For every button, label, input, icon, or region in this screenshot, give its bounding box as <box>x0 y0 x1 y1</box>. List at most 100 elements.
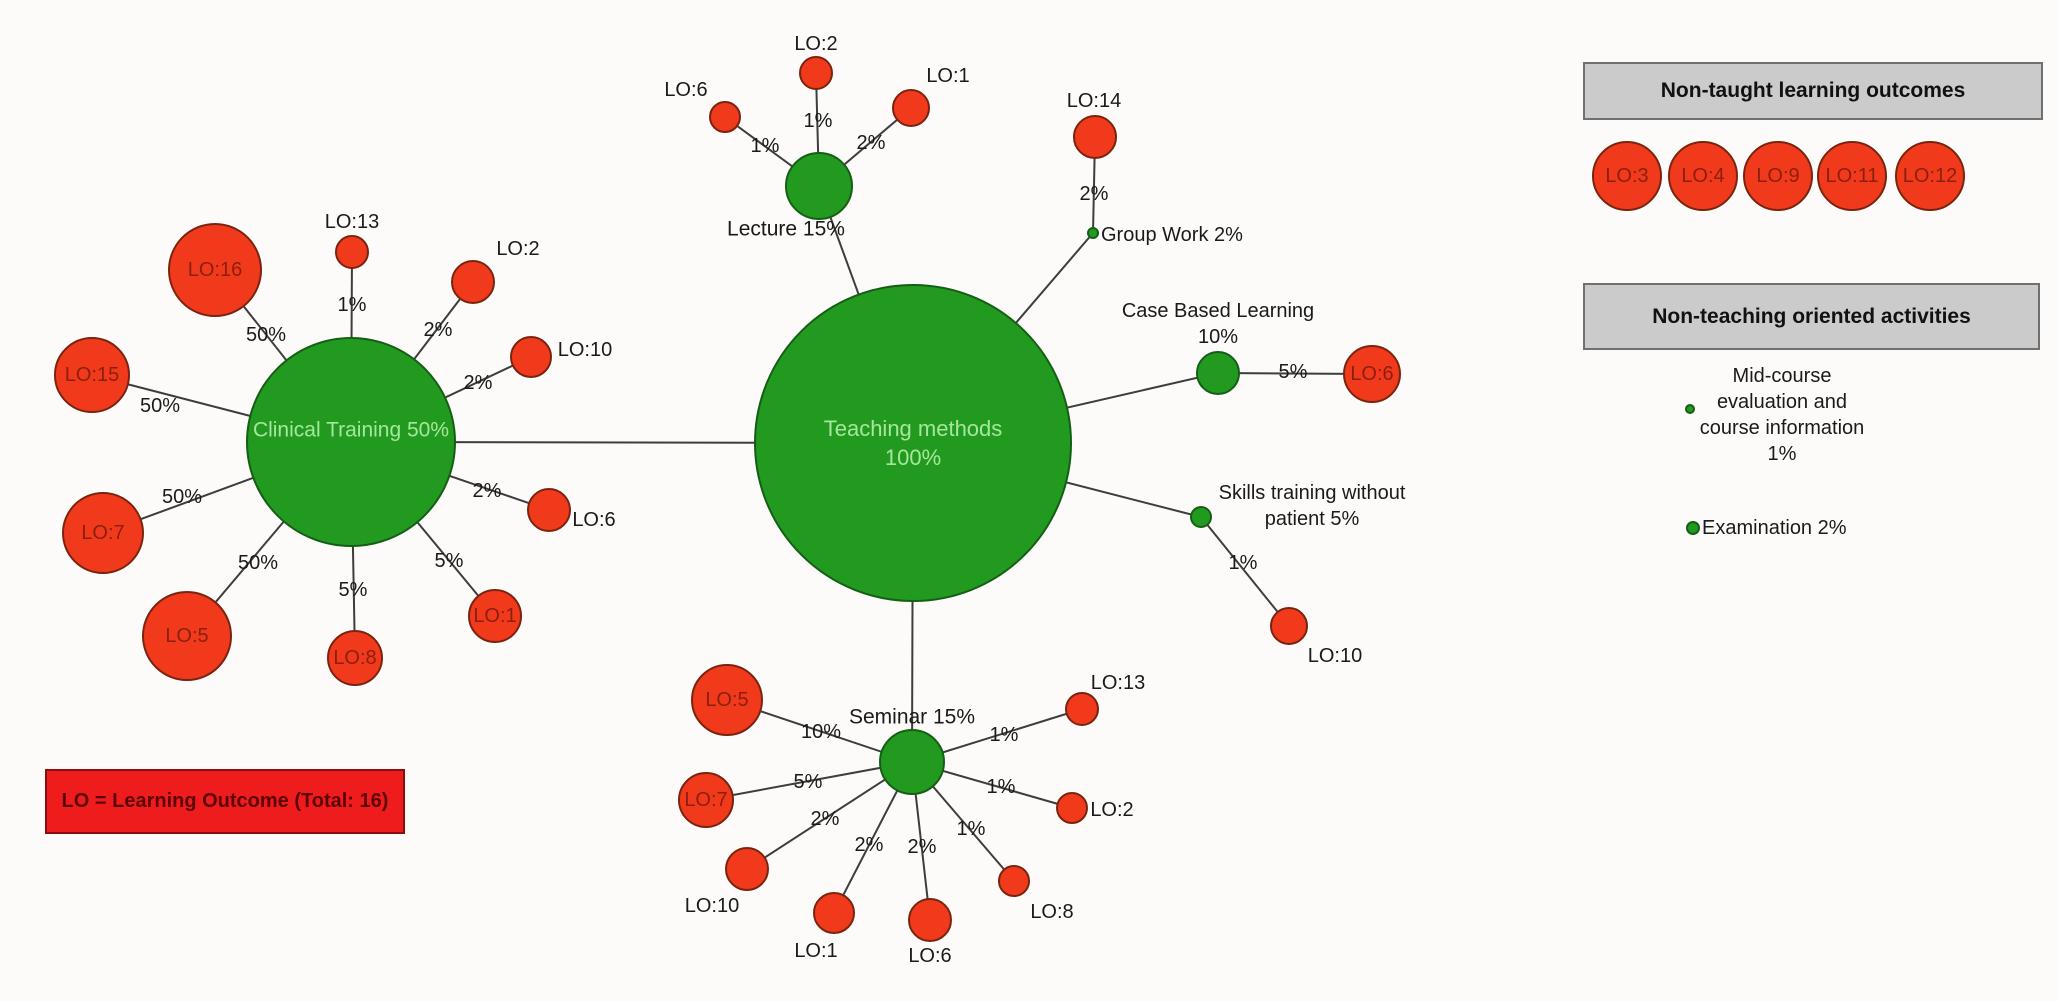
edge-label-clinical-training-lo7-c: 50% <box>162 486 202 508</box>
legend-non-teaching-header: Non-teaching oriented activities <box>1583 283 2040 350</box>
lo12-legend-node <box>1895 141 1965 211</box>
lo2-s-label: LO:2 <box>1090 799 1133 821</box>
lo10-s-label: LO:10 <box>1308 645 1362 667</box>
skills-training-node <box>1190 506 1212 528</box>
midcourse-dot-node <box>1685 404 1695 414</box>
skills-training-label-line-1: patient 5% <box>1265 508 1360 530</box>
lo7-c-node <box>62 492 144 574</box>
edge-label-seminar-lo6-s: 2% <box>908 836 937 858</box>
lo5-c-label-line-0: LO:5 <box>165 625 208 647</box>
teaching-methods-node <box>754 284 1072 602</box>
lo6-l-node <box>709 101 741 133</box>
edge-label-seminar-lo5-s: 10% <box>801 721 841 743</box>
lo13-s-label: LO:13 <box>1091 672 1145 694</box>
lecture-label: Lecture 15% <box>727 218 845 241</box>
midcourse-dot-label-line-1: evaluation and <box>1717 391 1847 413</box>
legend-non-teaching-title: Non-teaching oriented activities <box>1652 304 1971 328</box>
lo5-s-node <box>691 664 763 736</box>
lo11-legend-label: LO:11 <box>1826 165 1879 187</box>
lo6-c-label-line-0: LO:6 <box>572 509 615 531</box>
group-work-label-line-0: Group Work 2% <box>1101 224 1243 246</box>
teaching-methods-label: Teaching methods 100% <box>824 416 1003 470</box>
edge-label-skills-training-lo10-s-line-0: 1% <box>1229 552 1258 574</box>
lo1-s-label: LO:1 <box>794 940 837 962</box>
lo8-c-label-line-0: LO:8 <box>333 647 376 669</box>
edge-label-clinical-training-lo1-c-line-0: 5% <box>435 550 464 572</box>
lo7-s-label-line-0: LO:7 <box>684 789 727 811</box>
edge-label-clinical-training-lo6-c: 2% <box>473 480 502 502</box>
edge-label-clinical-training-lo6-c-line-0: 2% <box>473 480 502 502</box>
lo10-s-label-line-0: LO:10 <box>1308 645 1362 667</box>
edge-label-seminar-lo7-s-line-0: 5% <box>794 771 823 793</box>
lo8-s-label: LO:8 <box>1030 901 1073 923</box>
case-based-learning-label-line-0: Case Based Learning <box>1122 300 1314 322</box>
edge-label-clinical-training-lo7-c-line-0: 50% <box>162 486 202 508</box>
lo9-legend-node <box>1743 141 1813 211</box>
lo-note-box: LO = Learning Outcome (Total: 16) <box>45 769 405 834</box>
lo7-s-node <box>678 772 734 828</box>
edge-label-seminar-lo2-s: 1% <box>987 776 1016 798</box>
edge-label-clinical-training-lo13-c-line-0: 1% <box>338 294 367 316</box>
lo16-node <box>168 223 262 317</box>
edge-label-case-based-learning-lo6-cb: 5% <box>1279 361 1308 383</box>
midcourse-dot-label-line-2: course information <box>1700 417 1865 439</box>
seminar-label-line-0: Seminar 15% <box>849 706 975 729</box>
lo5-s-label: LO:5 <box>705 689 748 711</box>
lo9-legend-label: LO:9 <box>1756 165 1799 187</box>
lo13-c-node <box>335 235 369 269</box>
edge-label-seminar-lo13-s: 1% <box>990 724 1019 746</box>
lo16-label-line-0: LO:16 <box>188 259 242 281</box>
lo7-s-label: LO:7 <box>684 789 727 811</box>
edge-label-clinical-training-lo16-line-0: 50% <box>246 324 286 346</box>
edge-seminar-lo7-s <box>705 761 913 801</box>
lo2-l-node <box>799 56 833 90</box>
edge-label-seminar-lo6-s-line-0: 2% <box>908 836 937 858</box>
lo2-l-label-line-0: LO:2 <box>794 33 837 55</box>
lo1-l-node <box>892 89 930 127</box>
edge-label-seminar-lo7-s: 5% <box>794 771 823 793</box>
lo13-s-label-line-0: LO:13 <box>1091 672 1145 694</box>
edge-label-clinical-training-lo13-c: 1% <box>338 294 367 316</box>
lo11-legend-label-line-0: LO:11 <box>1826 165 1879 187</box>
lo4-legend-label: LO:4 <box>1681 165 1724 187</box>
clinical-training-label-line-0: Clinical Training 50% <box>253 419 449 442</box>
lo10-sm-label-line-0: LO:10 <box>685 895 739 917</box>
edge-label-clinical-training-lo2-c: 2% <box>424 319 453 341</box>
lo15-label: LO:15 <box>65 364 119 386</box>
edge-label-skills-training-lo10-s: 1% <box>1229 552 1258 574</box>
edge-label-lecture-lo6-l: 1% <box>751 135 780 157</box>
lo1-c-node <box>468 589 522 643</box>
edge-label-seminar-lo13-s-line-0: 1% <box>990 724 1019 746</box>
lo5-c-node <box>142 591 232 681</box>
lo10-c-node <box>510 336 552 378</box>
lo5-s-label-line-0: LO:5 <box>705 689 748 711</box>
edge-label-clinical-training-lo8-c-line-0: 5% <box>339 579 368 601</box>
lo6-s-node <box>908 898 952 942</box>
legend-non-taught-header: Non-taught learning outcomes <box>1583 62 2043 120</box>
lo12-legend-label-line-0: LO:12 <box>1903 165 1957 187</box>
labels-layer: 50% 1% 2% 2% 50% 2% 50% 50% 5% 5% 1% 1% 2% 2% 5% 1% 10% 5… <box>65 33 1957 967</box>
lo10-c-label-line-0: LO:10 <box>558 339 612 361</box>
edge-label-clinical-training-lo16: 50% <box>246 324 286 346</box>
edge-label-lecture-lo1-l-line-0: 2% <box>857 132 886 154</box>
lecture-node <box>785 152 853 220</box>
edge-label-seminar-lo10-sm: 2% <box>811 808 840 830</box>
edge-label-group-work-lo14: 2% <box>1080 183 1109 205</box>
seminar-label: Seminar 15% <box>849 706 975 729</box>
edge-label-seminar-lo10-sm-line-0: 2% <box>811 808 840 830</box>
lo6-cb-label: LO:6 <box>1350 363 1393 385</box>
lo4-legend-node <box>1668 141 1738 211</box>
lo6-l-label-line-0: LO:6 <box>664 79 707 101</box>
edge-label-clinical-training-lo5-c: 50% <box>238 552 278 574</box>
edge-label-lecture-lo2-l-line-0: 1% <box>804 110 833 132</box>
clinical-training-node <box>246 337 456 547</box>
edge-label-seminar-lo2-s-line-0: 1% <box>987 776 1016 798</box>
edge-label-clinical-training-lo15: 50% <box>140 395 180 417</box>
lo9-legend-label-line-0: LO:9 <box>1756 165 1799 187</box>
edge-label-group-work-lo14-line-0: 2% <box>1080 183 1109 205</box>
lo6-c-node <box>527 488 571 532</box>
lo3-legend-node <box>1592 141 1662 211</box>
edge-label-lecture-lo1-l: 2% <box>857 132 886 154</box>
lo1-l-label: LO:1 <box>926 65 969 87</box>
